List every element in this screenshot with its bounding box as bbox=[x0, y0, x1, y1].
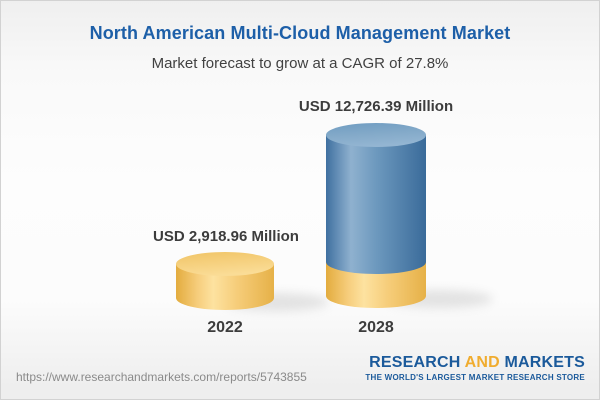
x-axis-tick-2022: 2022 bbox=[207, 319, 243, 336]
logo-tagline: THE WORLD'S LARGEST MARKET RESEARCH STOR… bbox=[365, 372, 585, 382]
report-url: https://www.researchandmarkets.com/repor… bbox=[16, 370, 307, 384]
chart-subtitle: Market forecast to grow at a CAGR of 27.… bbox=[151, 55, 449, 72]
bar-2028-top bbox=[326, 123, 426, 147]
logo-word-research: RESEARCH bbox=[369, 354, 461, 371]
chart-title: North American Multi-Cloud Management Ma… bbox=[89, 23, 511, 43]
logo-word-and: AND bbox=[464, 354, 500, 371]
value-label-2022: USD 2,918.96 Million bbox=[153, 228, 299, 245]
logo-word-markets: MARKETS bbox=[504, 354, 585, 371]
logo-wordmark: RESEARCH AND MARKETS bbox=[365, 354, 585, 372]
bar-2028-base-segment bbox=[326, 259, 426, 308]
value-label-2028: USD 12,726.39 Million bbox=[298, 98, 454, 115]
research-and-markets-logo: RESEARCH AND MARKETS THE WORLD'S LARGEST… bbox=[365, 354, 585, 382]
bar-2022-cylinder bbox=[176, 252, 274, 310]
bar-2028-growth-segment bbox=[326, 135, 426, 274]
bar-2022-shadow bbox=[225, 293, 329, 311]
x-axis-tick-2028: 2028 bbox=[358, 319, 394, 336]
bar-2028-shadow bbox=[385, 290, 493, 308]
bar-2028-cylinder bbox=[326, 123, 426, 308]
